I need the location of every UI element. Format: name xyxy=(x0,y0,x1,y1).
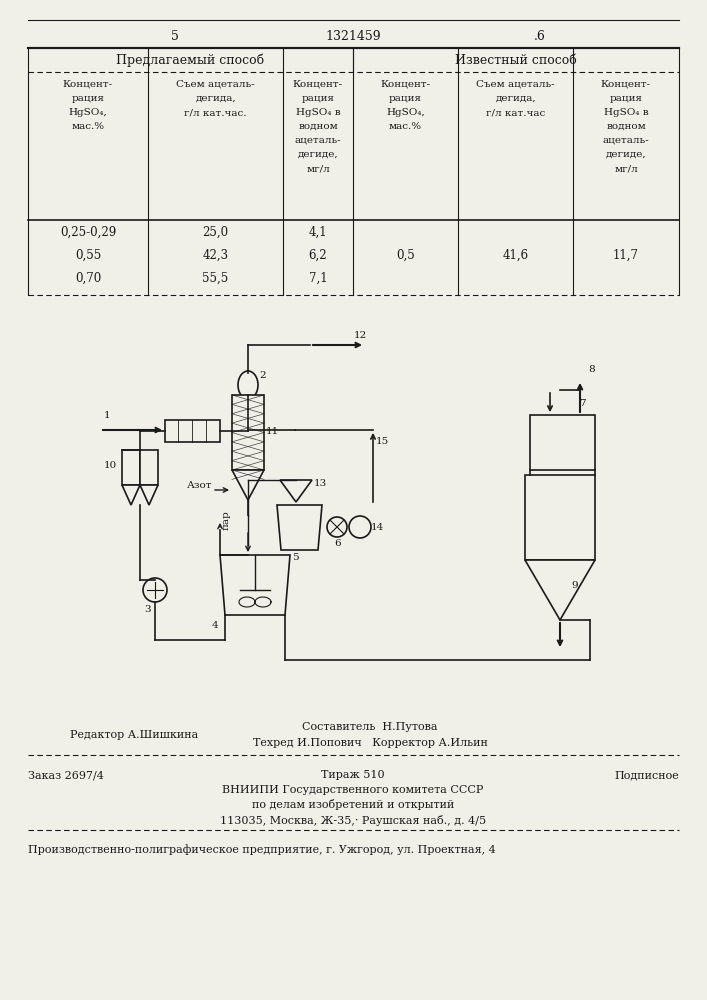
Polygon shape xyxy=(220,555,290,615)
Text: 7,1: 7,1 xyxy=(309,271,327,284)
Text: 6,2: 6,2 xyxy=(309,248,327,261)
Text: дегида,: дегида, xyxy=(495,94,536,103)
Polygon shape xyxy=(525,560,595,620)
Text: Концент-: Концент- xyxy=(293,80,343,89)
Text: 14: 14 xyxy=(370,522,384,532)
Text: дегиде,: дегиде, xyxy=(606,150,646,159)
Text: рация: рация xyxy=(71,94,105,103)
Ellipse shape xyxy=(238,371,258,399)
Text: 0,55: 0,55 xyxy=(75,248,101,261)
Circle shape xyxy=(349,516,371,538)
Text: 3: 3 xyxy=(145,605,151,614)
Text: Редактор А.Шишкина: Редактор А.Шишкина xyxy=(70,730,198,740)
Polygon shape xyxy=(140,485,158,505)
Text: дегида,: дегида, xyxy=(195,94,236,103)
Text: HgSO₄,: HgSO₄, xyxy=(69,108,107,117)
Bar xyxy=(165,420,220,442)
Polygon shape xyxy=(232,470,264,500)
Text: 2: 2 xyxy=(259,370,267,379)
Bar xyxy=(122,450,140,485)
Text: Концент-: Концент- xyxy=(380,80,431,89)
Text: Концент-: Концент- xyxy=(601,80,651,89)
Polygon shape xyxy=(280,480,312,502)
Circle shape xyxy=(327,517,347,537)
Circle shape xyxy=(143,578,167,602)
Text: Техред И.Попович   Корректор А.Ильин: Техред И.Попович Корректор А.Ильин xyxy=(252,738,487,748)
Text: мг/л: мг/л xyxy=(614,164,638,173)
Text: г/л кат.час: г/л кат.час xyxy=(486,108,545,117)
Text: Съем ацеталь-: Съем ацеталь- xyxy=(176,80,255,89)
Text: Известный способ: Известный способ xyxy=(455,53,577,66)
Text: 10: 10 xyxy=(103,460,117,470)
Text: 7: 7 xyxy=(579,399,585,408)
Text: водном: водном xyxy=(298,122,338,131)
Text: .6: .6 xyxy=(534,30,546,43)
Polygon shape xyxy=(122,485,140,505)
Text: 0,25-0,29: 0,25-0,29 xyxy=(60,226,116,238)
Text: 9: 9 xyxy=(572,580,578,589)
Text: Заказ 2697/4: Заказ 2697/4 xyxy=(28,770,104,780)
Text: мас.%: мас.% xyxy=(389,122,422,131)
Text: 0,70: 0,70 xyxy=(75,271,101,284)
Text: пар: пар xyxy=(221,510,230,530)
Text: Производственно-полиграфическое предприятие, г. Ужгород, ул. Проектная, 4: Производственно-полиграфическое предприя… xyxy=(28,845,496,855)
Text: 6: 6 xyxy=(334,538,341,548)
Bar xyxy=(232,395,264,470)
Text: Съем ацеталь-: Съем ацеталь- xyxy=(477,80,555,89)
Text: 12: 12 xyxy=(354,330,367,340)
Text: Составитель  Н.Путова: Составитель Н.Путова xyxy=(303,722,438,732)
Text: HgSO₄ в: HgSO₄ в xyxy=(604,108,648,117)
Bar xyxy=(140,450,158,485)
Bar xyxy=(525,475,595,560)
Text: г/л кат.час.: г/л кат.час. xyxy=(185,108,247,117)
Text: 15: 15 xyxy=(375,438,389,446)
Text: Азот: Азот xyxy=(187,481,212,489)
Text: 1: 1 xyxy=(104,410,110,420)
Text: 8: 8 xyxy=(589,365,595,374)
Text: мас.%: мас.% xyxy=(71,122,105,131)
Text: 42,3: 42,3 xyxy=(202,248,228,261)
Text: Предлагаемый способ: Предлагаемый способ xyxy=(116,53,264,67)
Text: ацеталь-: ацеталь- xyxy=(295,136,341,145)
Text: 4: 4 xyxy=(211,620,218,630)
Text: HgSO₄ в: HgSO₄ в xyxy=(296,108,340,117)
Text: водном: водном xyxy=(606,122,646,131)
Text: 0,5: 0,5 xyxy=(396,248,415,261)
Text: Тираж 510: Тираж 510 xyxy=(321,770,385,780)
Text: 5: 5 xyxy=(292,554,298,562)
Text: 13: 13 xyxy=(313,479,327,488)
Polygon shape xyxy=(277,505,322,550)
Text: мг/л: мг/л xyxy=(306,164,330,173)
Bar xyxy=(530,415,595,470)
Text: Подписное: Подписное xyxy=(614,770,679,780)
Text: рация: рация xyxy=(389,94,422,103)
Text: ВНИИПИ Государственного комитета СССР: ВНИИПИ Государственного комитета СССР xyxy=(222,785,484,795)
Text: 11: 11 xyxy=(265,428,279,436)
Text: 1321459: 1321459 xyxy=(325,30,381,43)
Text: 55,5: 55,5 xyxy=(202,271,228,284)
Text: рация: рация xyxy=(609,94,643,103)
Text: 5: 5 xyxy=(171,30,179,43)
Text: по делам изобретений и открытий: по делам изобретений и открытий xyxy=(252,800,454,810)
Text: 41,6: 41,6 xyxy=(503,248,529,261)
Text: 11,7: 11,7 xyxy=(613,248,639,261)
Text: Концент-: Концент- xyxy=(63,80,113,89)
Text: дегиде,: дегиде, xyxy=(298,150,339,159)
Text: 4,1: 4,1 xyxy=(309,226,327,238)
Text: 113035, Москва, Ж-35,· Раушская наб., д. 4/5: 113035, Москва, Ж-35,· Раушская наб., д.… xyxy=(220,814,486,826)
Text: HgSO₄,: HgSO₄, xyxy=(386,108,425,117)
Text: 25,0: 25,0 xyxy=(202,226,228,238)
Text: рация: рация xyxy=(301,94,334,103)
Text: ацеталь-: ацеталь- xyxy=(602,136,649,145)
